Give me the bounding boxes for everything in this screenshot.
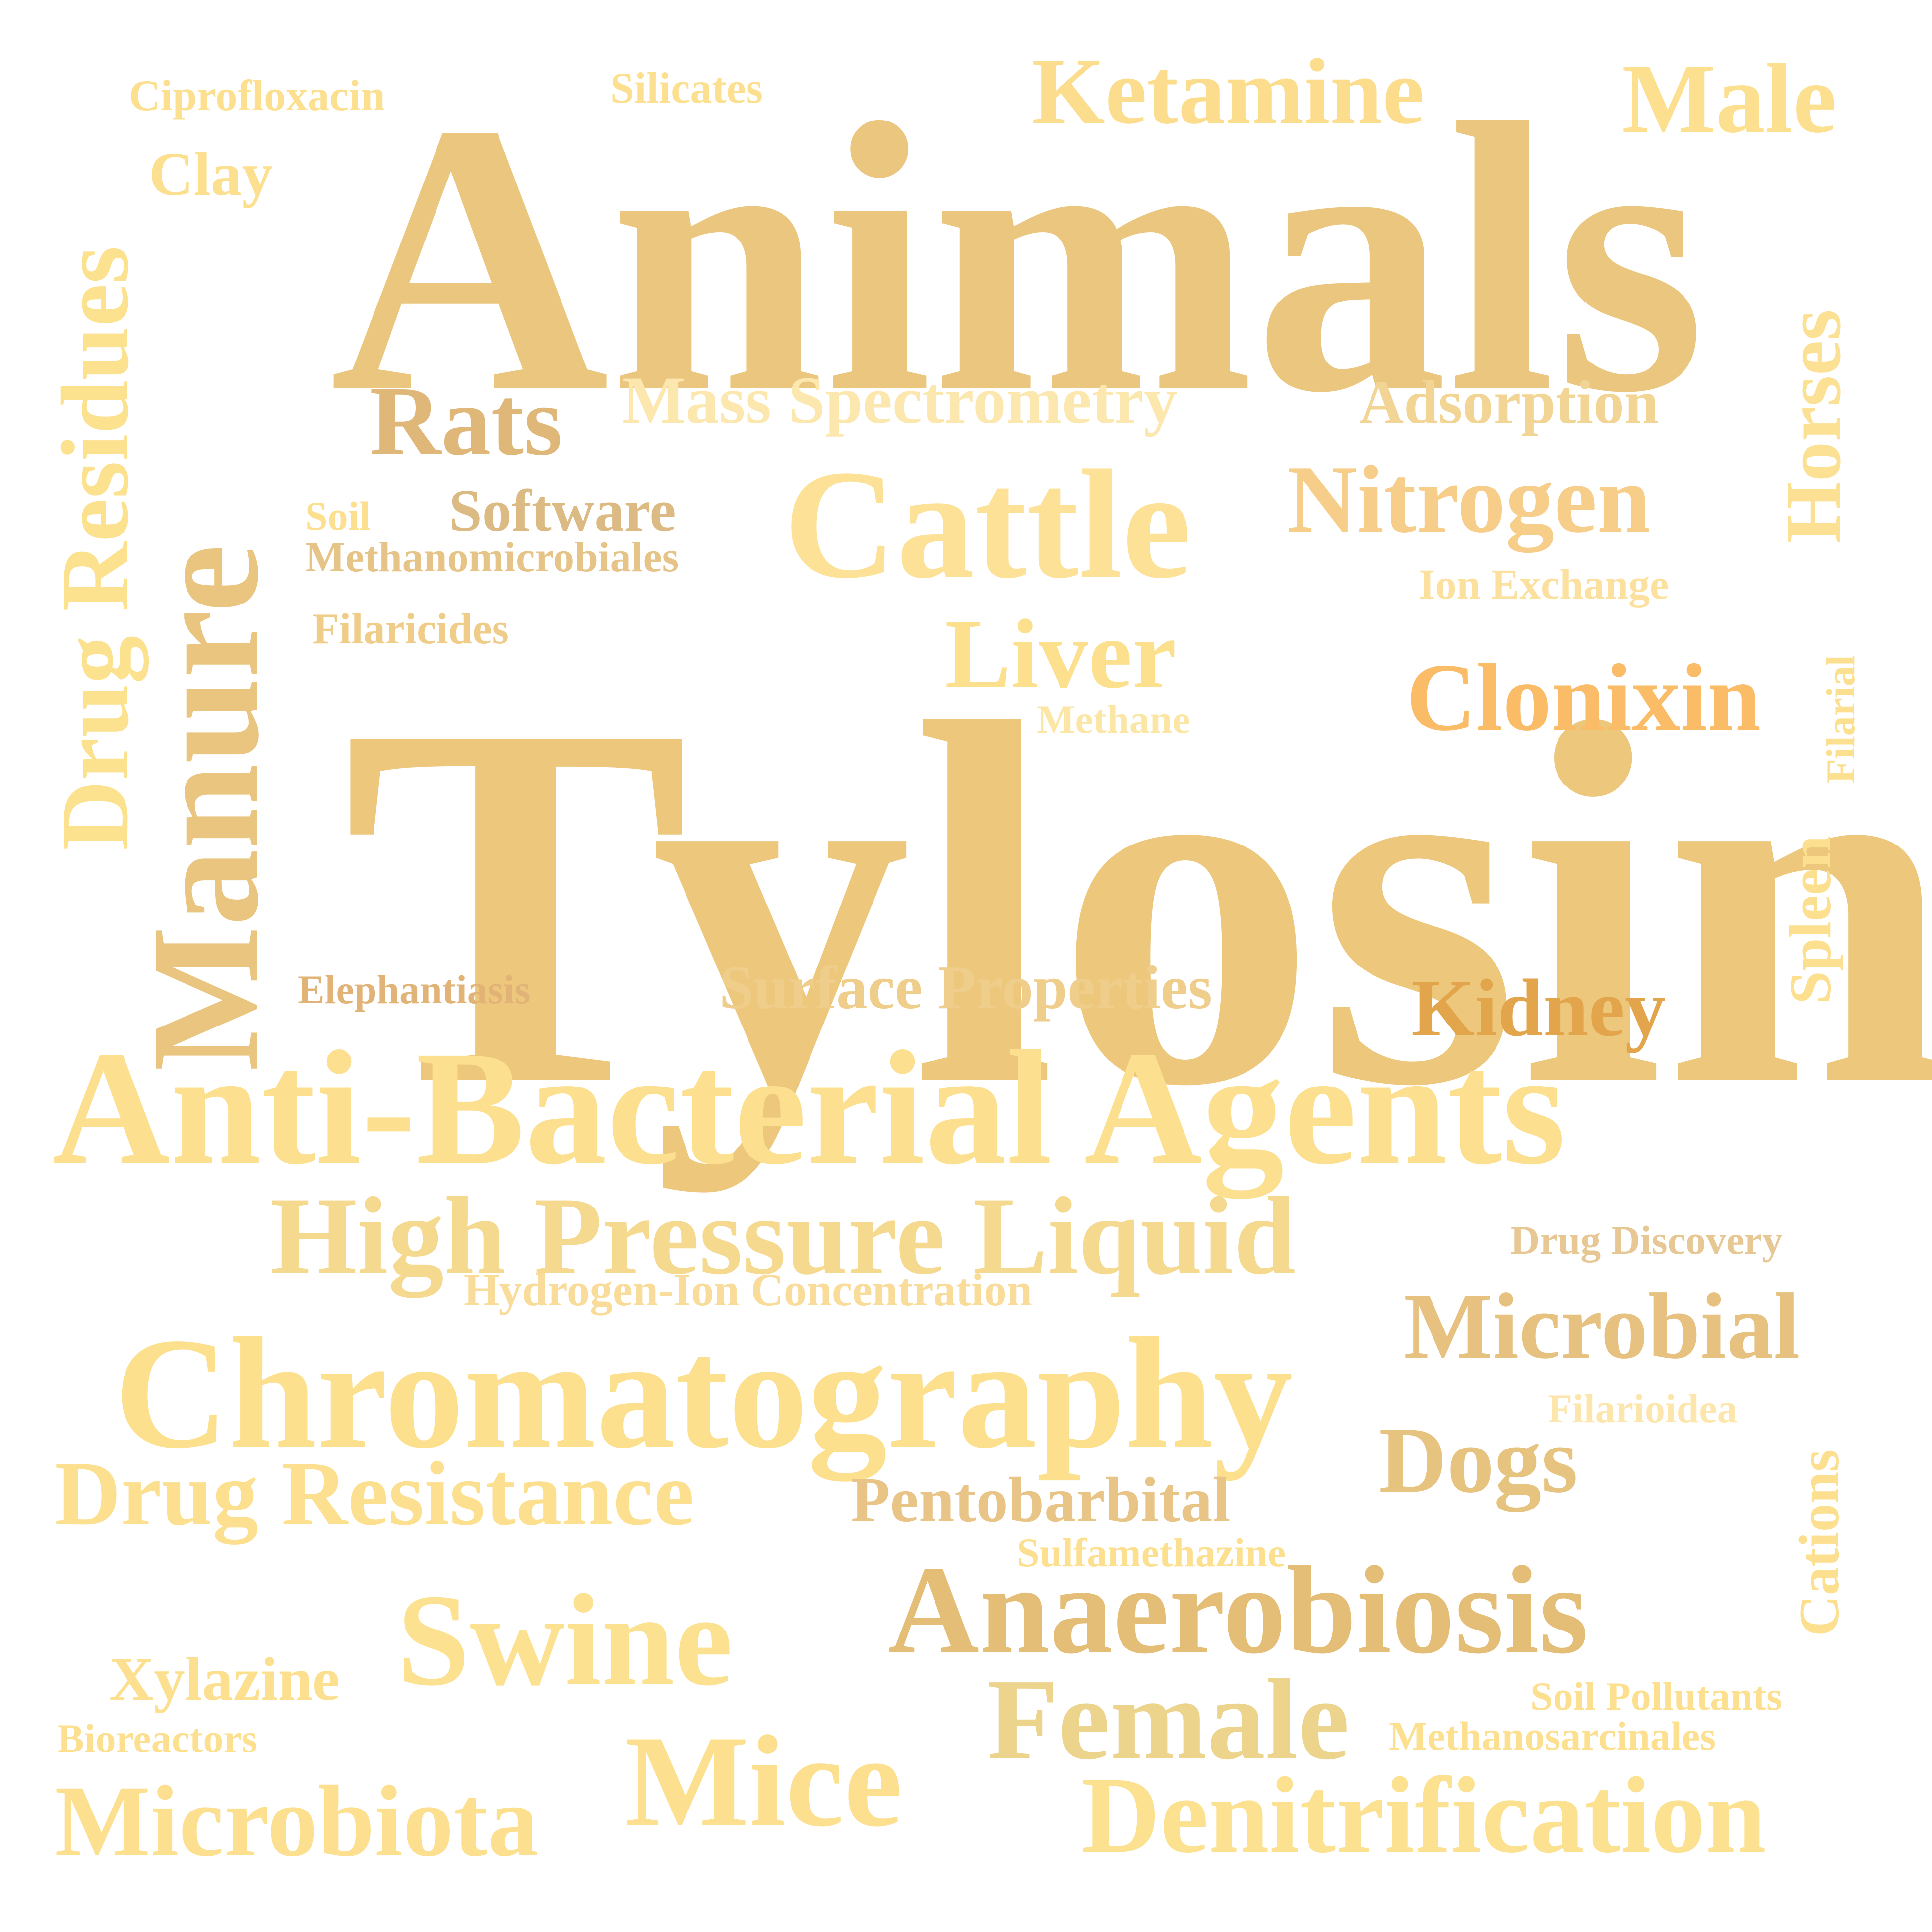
word-male: Male xyxy=(1622,44,1837,154)
word-denitrification: Denitrification xyxy=(1081,1754,1766,1875)
word-spleen: Spleen xyxy=(1777,835,1843,1004)
word-ciprofloxacin: Ciprofloxacin xyxy=(129,72,385,120)
word-mice: Mice xyxy=(625,1709,902,1854)
word-drug-discovery: Drug Discovery xyxy=(1510,1217,1783,1263)
word-cations: Cations xyxy=(1788,1449,1851,1636)
word-filarioidea: Filarioidea xyxy=(1548,1386,1738,1431)
word-liver: Liver xyxy=(945,600,1177,709)
word-methanomicrobiales: Methanomicrobiales xyxy=(305,533,679,581)
word-chromatography: Chromatography xyxy=(114,1306,1293,1481)
word-tylosin: Tylosin xyxy=(342,616,1932,1193)
word-clonixin: Clonixin xyxy=(1406,644,1761,751)
word-drug-residues: Drug Residues xyxy=(42,246,149,850)
word-animals: Animals xyxy=(330,44,1706,472)
word-dogs: Dogs xyxy=(1379,1408,1578,1512)
word-filarial: Filarial xyxy=(1818,655,1863,784)
word-kidney: Kidney xyxy=(1411,963,1666,1053)
word-surface-properties: Surface Properties xyxy=(719,954,1212,1022)
word-horses: Horses xyxy=(1769,309,1857,543)
word-adsorption: Adsorption xyxy=(1359,368,1659,437)
word-manure: Manure xyxy=(121,544,291,1071)
word-microbiota: Microbiota xyxy=(55,1765,539,1877)
word-sulfamethazine: Sulfamethazine xyxy=(1017,1530,1286,1575)
word-drug-resistance: Drug Resistance xyxy=(55,1443,694,1545)
word-anaerobiosis: Anaerobiosis xyxy=(888,1540,1589,1680)
word-high-pressure-liquid: High Pressure Liquid xyxy=(270,1174,1296,1298)
word-clay: Clay xyxy=(149,140,273,209)
word-nitrogen: Nitrogen xyxy=(1287,446,1651,553)
word-anti-bacterial-agents: Anti-Bacterial Agents xyxy=(52,1018,1566,1199)
word-female: Female xyxy=(987,1655,1350,1784)
word-software: Software xyxy=(449,478,676,543)
word-cattle: Cattle xyxy=(784,438,1192,611)
word-silicates: Silicates xyxy=(610,64,763,113)
word-ketamine: Ketamine xyxy=(1032,40,1425,144)
word-filaricides: Filaricides xyxy=(312,605,509,653)
word-pentobarbital: Pentobarbital xyxy=(851,1464,1231,1536)
word-microbial: Microbial xyxy=(1404,1274,1800,1379)
word-swine: Swine xyxy=(397,1568,733,1713)
word-soil: Soil xyxy=(305,493,371,539)
word-elephantiasis: Elephantiasis xyxy=(298,967,531,1012)
word-hydrogen-ion-concentration: Hydrogen-Ion Concentration xyxy=(464,1265,1032,1315)
word-ion-exchange: Ion Exchange xyxy=(1419,560,1669,608)
word-rats: Rats xyxy=(370,366,562,476)
word-methane: Methane xyxy=(1037,697,1190,742)
word-xylazine: Xylazine xyxy=(109,1645,340,1714)
word-mass-spectrometry: Mass Spectrometry xyxy=(623,363,1178,437)
word-bioreactors: Bioreactors xyxy=(57,1716,257,1761)
word-methanosarcinales: Methanosarcinales xyxy=(1389,1713,1716,1758)
word-soil-pollutants: Soil Pollutants xyxy=(1530,1674,1783,1719)
